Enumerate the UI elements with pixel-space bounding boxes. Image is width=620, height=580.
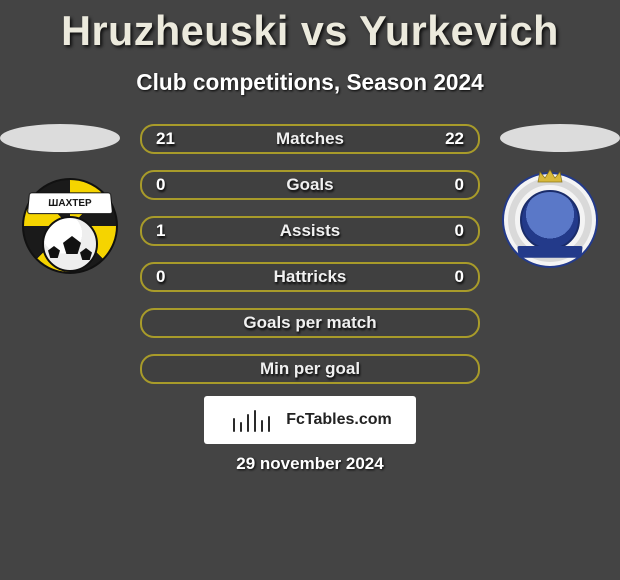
title-text: Hruzheuski vs Yurkevich xyxy=(61,8,559,54)
stat-label: Assists xyxy=(280,221,340,241)
badge-banner: ШАХТЕР xyxy=(27,192,113,214)
stat-label: Goals per match xyxy=(243,313,376,333)
stat-label: Matches xyxy=(276,129,344,149)
stat-row-gpm: Goals per match xyxy=(140,308,480,338)
crown-icon xyxy=(536,168,564,184)
stat-left-value: 21 xyxy=(156,129,175,149)
date-text: 29 november 2024 xyxy=(236,454,383,473)
stat-row-matches: 21 Matches 22 xyxy=(140,124,480,154)
stat-label: Hattricks xyxy=(274,267,347,287)
stat-right-value: 0 xyxy=(455,221,464,241)
stat-row-assists: 1 Assists 0 xyxy=(140,216,480,246)
stat-right-value: 0 xyxy=(455,175,464,195)
stats-rows: 21 Matches 22 0 Goals 0 1 Assists 0 0 Ha… xyxy=(140,124,480,400)
stat-left-value: 1 xyxy=(156,221,165,241)
stat-label: Goals xyxy=(286,175,333,195)
shakhtyor-badge-icon: ШАХТЕР xyxy=(22,178,118,274)
left-team-badge: ШАХТЕР xyxy=(22,178,118,274)
subtitle: Club competitions, Season 2024 xyxy=(0,69,620,96)
right-ellipse xyxy=(500,124,620,152)
stat-right-value: 22 xyxy=(445,129,464,149)
fctables-logo-icon xyxy=(228,405,292,435)
dnepr-badge-icon xyxy=(502,172,598,268)
subtitle-text: Club competitions, Season 2024 xyxy=(136,69,484,95)
page-title: Hruzheuski vs Yurkevich xyxy=(0,0,620,55)
footer-brand-text: FcTables.com xyxy=(286,411,392,429)
footer-brand-box: FcTables.com xyxy=(204,396,416,444)
left-ellipse xyxy=(0,124,120,152)
stat-row-mpg: Min per goal xyxy=(140,354,480,384)
badge-banner-text: ШАХТЕР xyxy=(48,198,92,209)
footer-date: 29 november 2024 xyxy=(0,454,620,474)
stat-left-value: 0 xyxy=(156,267,165,287)
stat-left-value: 0 xyxy=(156,175,165,195)
right-team-badge xyxy=(502,172,598,268)
stat-right-value: 0 xyxy=(455,267,464,287)
stat-label: Min per goal xyxy=(260,359,360,379)
stat-row-goals: 0 Goals 0 xyxy=(140,170,480,200)
stat-row-hattricks: 0 Hattricks 0 xyxy=(140,262,480,292)
